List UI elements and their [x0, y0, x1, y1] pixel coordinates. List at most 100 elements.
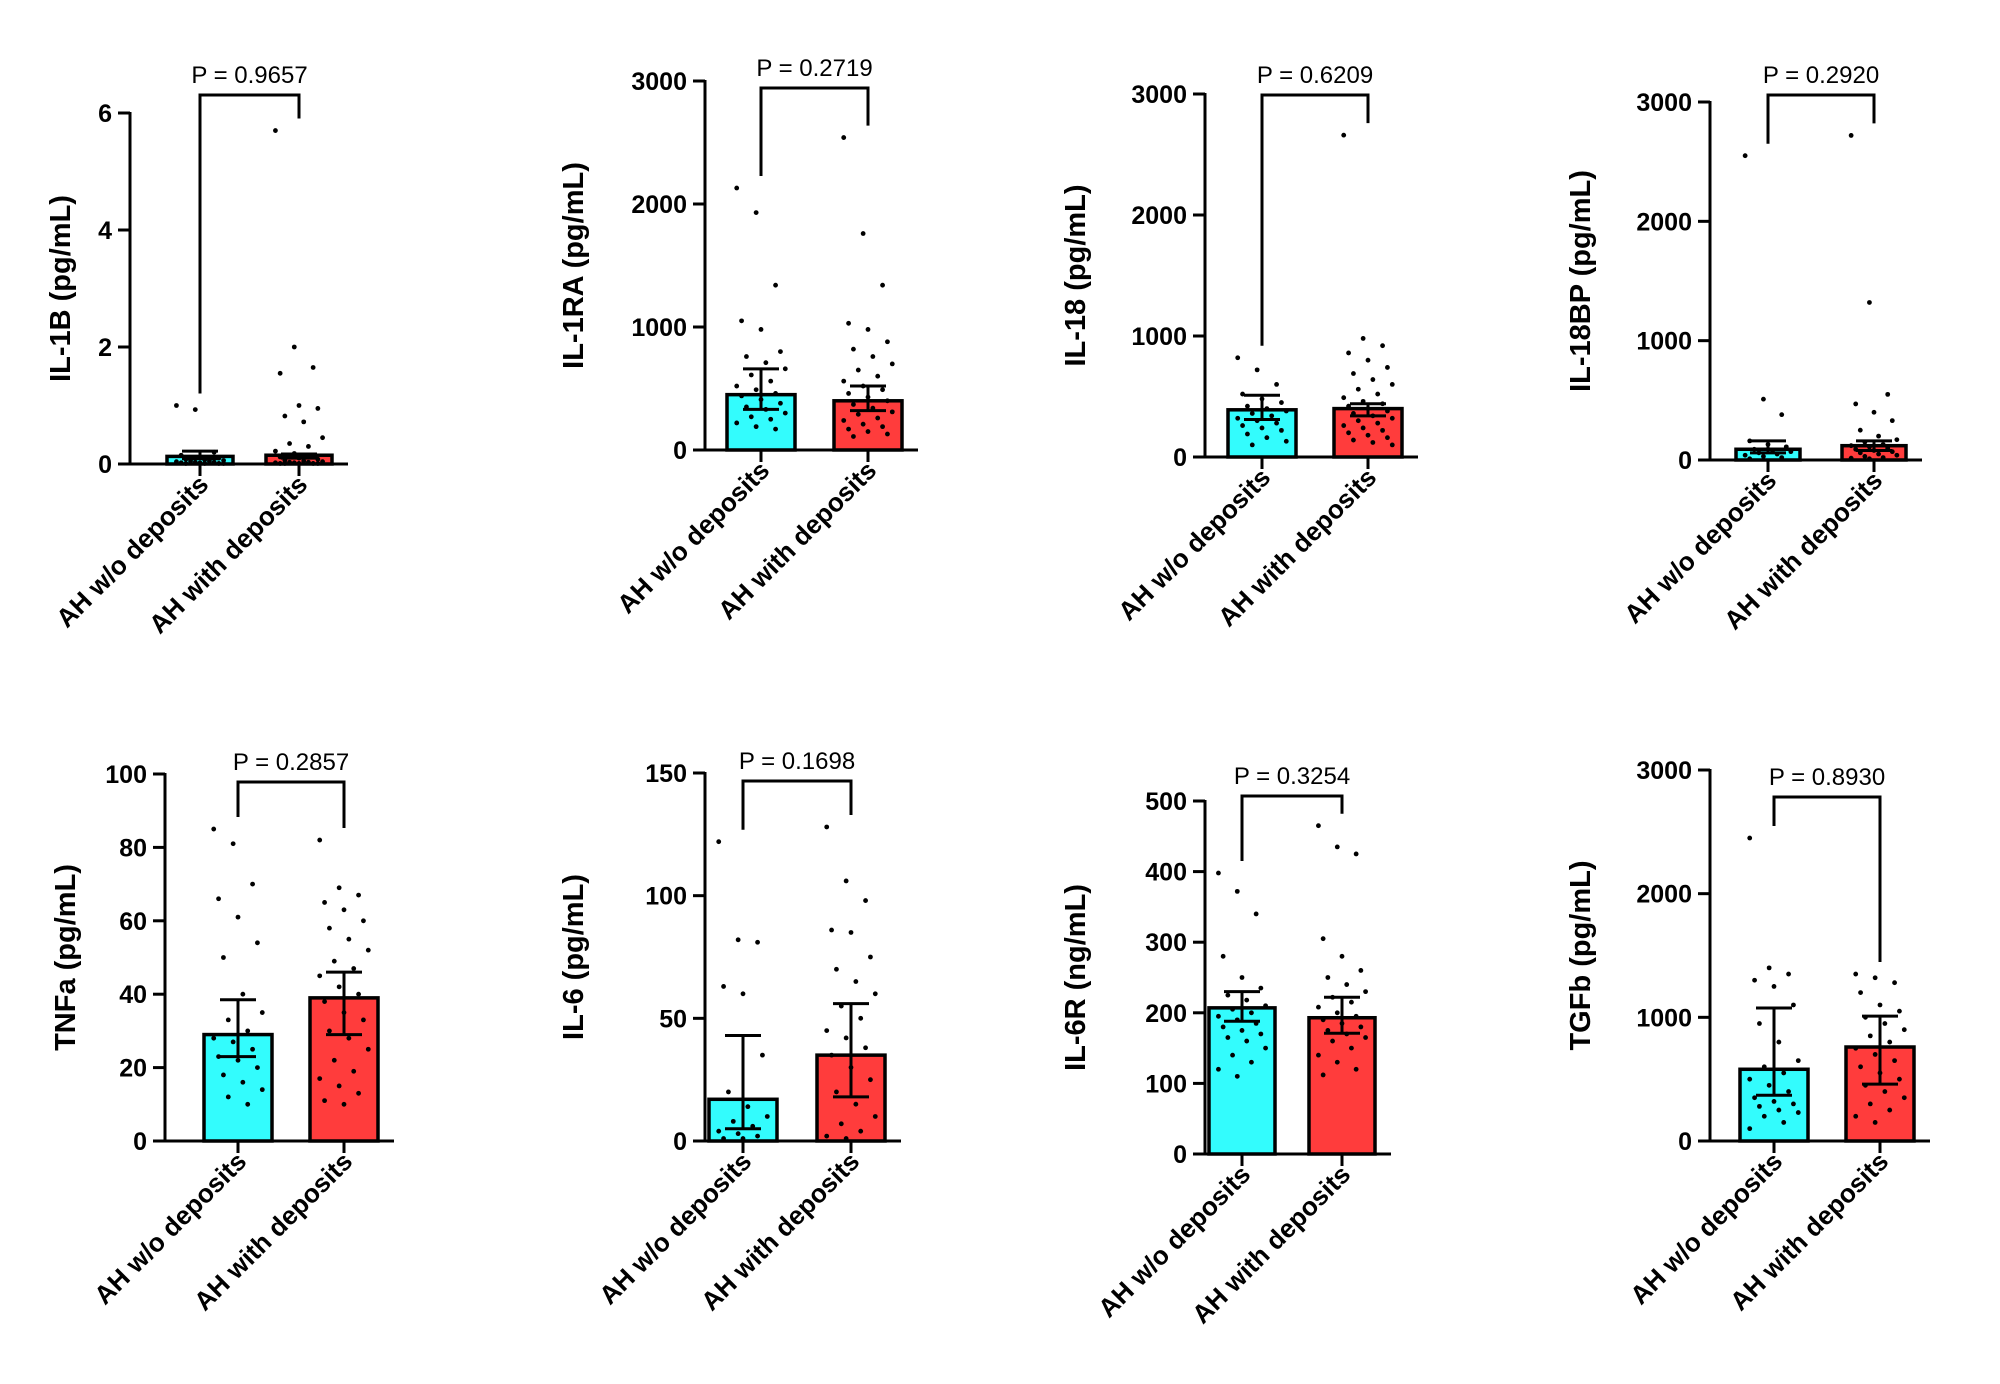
significance-bracket	[1240, 794, 1344, 862]
y-tick-label: 0	[673, 437, 687, 465]
data-point	[872, 991, 878, 997]
data-point	[734, 185, 740, 191]
data-point	[834, 1089, 839, 1095]
data-point	[287, 441, 292, 446]
data-point	[1263, 1045, 1268, 1051]
data-point	[301, 419, 307, 425]
data-point	[841, 418, 847, 423]
data-point	[1380, 427, 1385, 433]
data-point	[716, 839, 722, 845]
data-point	[1283, 408, 1289, 414]
data-point	[773, 426, 778, 432]
data-point	[1234, 1073, 1240, 1079]
data-point	[1771, 1099, 1777, 1104]
data-point	[1867, 300, 1872, 305]
y-tick-label: 1000	[1636, 1004, 1692, 1032]
data-point	[287, 459, 292, 465]
data-point	[1355, 386, 1361, 392]
y-tick-label: 0	[673, 1128, 687, 1156]
data-point	[1225, 1035, 1231, 1040]
data-point	[1375, 391, 1381, 397]
data-point	[341, 1101, 347, 1107]
data-point	[183, 461, 189, 466]
y-axis-label: IL-6 (pg/mL)	[558, 874, 590, 1040]
data-point	[1752, 977, 1757, 983]
data-point	[240, 991, 246, 997]
data-point	[346, 1035, 352, 1041]
data-point	[863, 1045, 868, 1051]
data-point	[880, 282, 885, 288]
data-point	[748, 414, 754, 420]
data-point	[216, 461, 222, 466]
data-point	[1779, 412, 1785, 418]
data-point	[1892, 980, 1897, 986]
data-point	[336, 885, 342, 891]
data-point	[735, 1131, 741, 1137]
data-point	[211, 459, 217, 465]
data-point	[1316, 1004, 1321, 1010]
data-point	[1341, 132, 1347, 138]
data-point	[1249, 1059, 1254, 1065]
data-point	[259, 1087, 265, 1093]
data-point	[1240, 391, 1245, 397]
data-point	[1761, 396, 1766, 402]
p-value-label: P = 0.8930	[1769, 764, 1885, 791]
data-point	[740, 1136, 746, 1141]
data-point	[1848, 133, 1854, 138]
data-point	[320, 435, 325, 441]
data-point	[1220, 1024, 1226, 1030]
data-point	[221, 1072, 226, 1078]
data-point	[1783, 444, 1789, 450]
data-point	[1244, 1038, 1250, 1044]
y-tick-label: 100	[645, 883, 687, 911]
data-point	[843, 1136, 849, 1141]
data-point	[1230, 1006, 1235, 1012]
data-point	[1363, 989, 1368, 995]
data-point	[296, 403, 302, 408]
data-point	[1880, 455, 1886, 461]
data-point	[1269, 413, 1275, 419]
y-tick-label: 2000	[1131, 202, 1187, 230]
data-point	[739, 318, 744, 324]
data-point	[730, 1118, 736, 1124]
data-point	[1897, 1008, 1902, 1014]
data-point	[1341, 423, 1347, 428]
data-point	[255, 940, 260, 946]
data-point	[748, 372, 754, 378]
data-point	[1389, 442, 1395, 448]
y-tick-label: 3000	[1636, 757, 1692, 785]
data-point	[778, 349, 783, 354]
data-point	[1370, 440, 1376, 445]
data-point	[764, 1114, 770, 1119]
data-point	[1757, 1103, 1762, 1109]
y-tick-label: 0	[98, 451, 112, 479]
data-point	[875, 415, 881, 421]
data-point	[1901, 1095, 1907, 1101]
data-point	[1747, 456, 1753, 462]
data-point	[1779, 455, 1785, 461]
data-point	[1751, 446, 1757, 452]
data-point	[273, 460, 278, 466]
data-point	[315, 406, 321, 411]
data-point	[1776, 1039, 1782, 1045]
data-point	[1353, 1066, 1359, 1072]
data-point	[277, 461, 283, 466]
data-point	[1877, 1002, 1883, 1008]
data-point	[865, 327, 871, 332]
data-point	[1887, 1039, 1893, 1045]
data-point	[1346, 403, 1351, 409]
data-point	[782, 366, 788, 372]
y-tick-label: 150	[645, 760, 687, 788]
data-point	[1316, 1052, 1321, 1058]
y-tick-label: 0	[1678, 447, 1692, 475]
y-axis-label: IL-1RA (pg/mL)	[558, 162, 590, 369]
data-point	[1316, 823, 1321, 829]
data-point	[773, 391, 778, 396]
data-point	[824, 1028, 830, 1033]
data-point	[855, 367, 861, 373]
data-point	[1320, 1017, 1326, 1023]
